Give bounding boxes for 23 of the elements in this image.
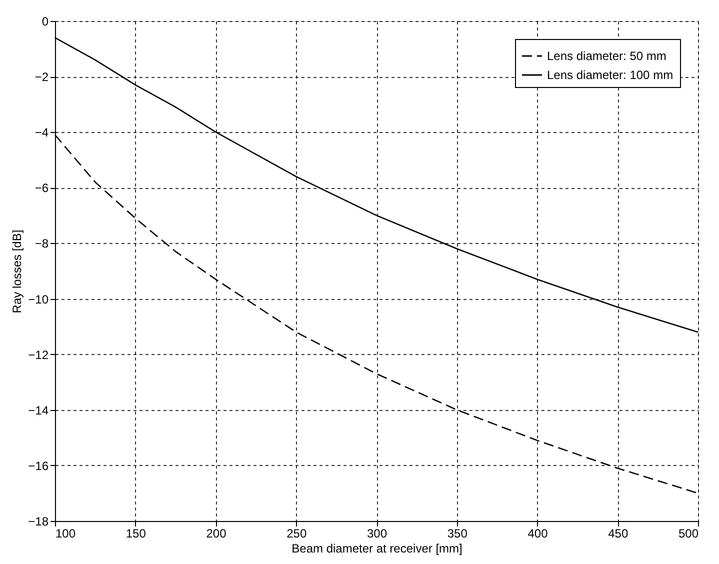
y-tick-label: −12 — [28, 348, 49, 362]
x-axis-title: Beam diameter at receiver [mm] — [292, 542, 462, 556]
y-axis-title: Ray losses [dB] — [10, 230, 24, 314]
y-tick-label: −14 — [28, 403, 49, 418]
x-tick-label: 250 — [286, 526, 307, 540]
y-tick-label: −18 — [28, 514, 49, 528]
x-tick-label: 150 — [126, 526, 146, 540]
y-tick-label: 0 — [42, 14, 49, 28]
legend-label: Lens diameter: 50 mm — [547, 49, 666, 63]
legend-label: Lens diameter: 100 mm — [547, 68, 674, 82]
x-tick-label: 500 — [678, 526, 699, 540]
y-tick-label: −16 — [28, 458, 49, 473]
x-tick-label: 450 — [608, 526, 628, 540]
x-tick-label: 300 — [366, 526, 388, 540]
x-tick-label: 350 — [447, 526, 468, 540]
x-tick-label: 200 — [206, 526, 227, 540]
y-tick-label: −2 — [34, 70, 49, 84]
x-tick-label: 400 — [528, 526, 548, 540]
y-tick-label: −8 — [34, 236, 49, 251]
y-tick-label: −10 — [28, 292, 49, 306]
y-tick-label: −6 — [34, 181, 49, 196]
x-tick-label: 100 — [56, 526, 76, 540]
y-tick-label: −4 — [34, 126, 49, 140]
